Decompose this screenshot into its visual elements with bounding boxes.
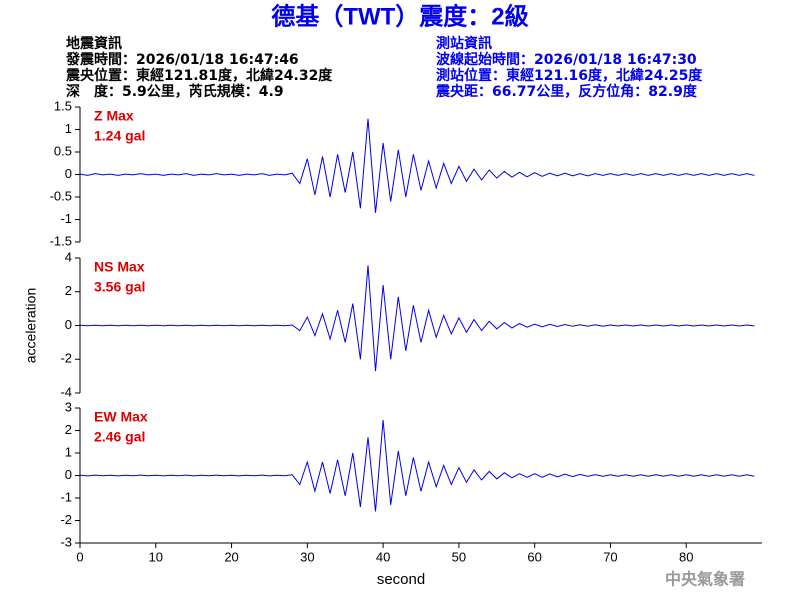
waveform [79,420,755,512]
x-tick-label: 50 [452,549,466,564]
waveform [79,265,755,372]
waveform [79,118,755,213]
y-tick-label: 2 [65,283,72,298]
x-tick-label: 60 [527,549,541,564]
event-info: 發震時間：2026/01/18 16:47:46 [65,51,299,68]
y-tick-label: -4 [60,384,72,399]
title: 德基（TWT）震度：2級 [271,2,528,30]
y-tick-label: -2 [60,512,72,527]
y-tick-label: 2 [65,422,72,437]
y-tick-label: -2 [60,351,72,366]
x-axis-label: second [377,571,425,588]
annotation: 1.24 gal [94,128,145,144]
event-info: 深 度：5.9公里，芮氏規模：4.9 [66,83,284,100]
y-tick-label: 0 [65,467,72,482]
y-tick-label: 0.5 [54,143,72,158]
annotation: Z Max [94,108,134,124]
y-tick-label: -3 [60,534,72,549]
y-tick-label: 4 [65,249,72,264]
station-info: 震央距：66.77公里，反方位角：82.9度 [435,83,698,100]
x-tick-label: 30 [300,549,314,564]
x-tick-label: 40 [376,549,390,564]
y-tick-label: -1 [60,489,72,504]
event-info: 地震資訊 [66,35,122,52]
y-tick-label: 1.5 [54,98,72,113]
footer: 中央氣象署 [665,570,745,589]
x-tick-label: 0 [76,549,83,564]
annotation: 2.46 gal [94,429,145,445]
annotation: NS Max [94,259,145,275]
event-info: 震央位置：東經121.81度，北緯24.32度 [65,67,333,84]
y-tick-label: 1 [65,121,72,136]
x-tick-label: 80 [679,549,693,564]
station-info: 測站位置：東經121.16度，北緯24.25度 [436,67,703,84]
y-tick-label: 1 [65,444,72,459]
y-tick-label: -0.5 [50,188,72,203]
y-tick-label: -1 [60,211,72,226]
y-axis-label: acceleration [23,288,39,364]
x-tick-label: 20 [224,549,238,564]
y-tick-label: -1.5 [50,233,72,248]
y-tick-label: 0 [65,166,72,181]
annotation: EW Max [94,409,148,425]
x-tick-label: 70 [603,549,617,564]
station-info: 波線起始時間：2026/01/18 16:47:30 [436,51,697,68]
y-tick-label: 0 [65,317,72,332]
x-tick-label: 10 [149,549,163,564]
station-info: 測站資訊 [436,35,492,52]
y-tick-label: 3 [65,399,72,414]
annotation: 3.56 gal [94,279,145,295]
